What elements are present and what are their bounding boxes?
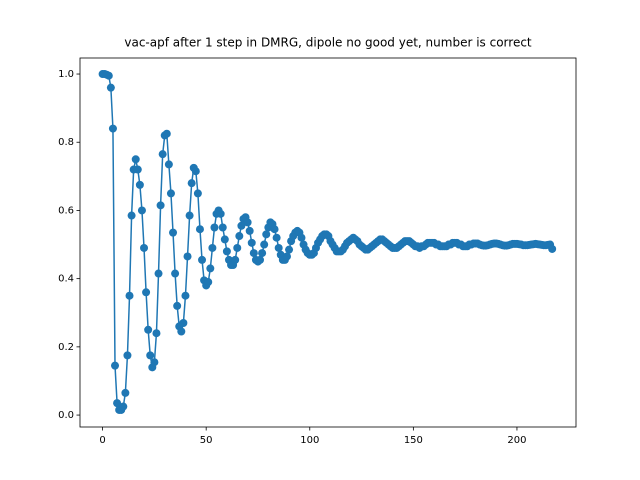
data-point	[548, 244, 557, 253]
data-point	[127, 211, 136, 220]
data-point	[220, 235, 229, 244]
data-point	[140, 243, 149, 252]
data-point	[135, 180, 144, 189]
x-tick-label: 0	[99, 435, 105, 446]
data-point	[133, 165, 142, 174]
data-point	[108, 124, 117, 133]
data-point	[119, 402, 128, 411]
data-point	[185, 211, 194, 220]
data-point	[204, 278, 213, 287]
x-tick-label: 150	[404, 435, 423, 446]
y-tick-label: 0.8	[58, 137, 74, 148]
data-point	[113, 399, 122, 408]
x-tick-label: 200	[507, 435, 526, 446]
data-point	[173, 301, 182, 310]
chart-title: vac-apf after 1 step in DMRG, dipole no …	[124, 36, 532, 50]
data-point	[125, 291, 134, 300]
data-point	[218, 223, 227, 232]
data-point	[256, 255, 265, 264]
data-point	[208, 243, 217, 252]
data-point	[243, 218, 252, 227]
y-tick-label: 0.0	[58, 410, 74, 421]
data-point	[158, 150, 167, 159]
data-point	[245, 226, 254, 235]
data-point	[179, 318, 188, 327]
data-point	[137, 206, 146, 215]
data-point	[237, 221, 246, 230]
x-tick-label: 50	[200, 435, 213, 446]
data-point	[104, 71, 113, 80]
data-point	[272, 233, 281, 242]
data-point	[177, 327, 186, 336]
data-point	[235, 232, 244, 241]
y-tick-label: 0.6	[58, 205, 74, 216]
data-point	[156, 201, 165, 210]
x-tick-label: 100	[300, 435, 319, 446]
data-point	[282, 252, 291, 261]
data-point	[195, 225, 204, 234]
data-point	[260, 240, 269, 249]
y-tick-label: 0.2	[58, 342, 74, 353]
axes-frame	[79, 57, 577, 428]
data-point	[262, 230, 271, 239]
data-point	[297, 233, 306, 242]
data-point	[216, 209, 225, 218]
data-point	[142, 288, 151, 297]
data-point	[206, 264, 215, 273]
data-point	[146, 351, 155, 360]
y-tick-label: 0.4	[58, 274, 74, 285]
data-point	[162, 129, 171, 138]
data-point	[183, 252, 192, 261]
data-point	[169, 228, 178, 237]
data-point	[154, 269, 163, 278]
data-point	[187, 179, 196, 188]
data-point	[198, 255, 207, 264]
y-tick-label: 1.0	[58, 69, 74, 80]
data-point	[164, 160, 173, 169]
data-point	[123, 351, 132, 360]
data-point	[285, 245, 294, 254]
data-point	[106, 83, 115, 92]
data-point	[233, 243, 242, 252]
data-point	[247, 238, 256, 247]
data-point	[150, 358, 159, 367]
data-point	[144, 325, 153, 334]
data-point	[166, 189, 175, 198]
data-point	[152, 329, 161, 338]
data-point	[191, 167, 200, 176]
data-point	[131, 155, 140, 164]
data-point	[171, 269, 180, 278]
data-point	[270, 225, 279, 234]
data-point	[249, 249, 258, 258]
data-point	[111, 361, 120, 370]
data-point	[274, 243, 283, 252]
data-point	[210, 223, 219, 232]
data-point	[193, 189, 202, 198]
data-point	[222, 247, 231, 256]
data-point	[231, 255, 240, 264]
data-point	[258, 249, 267, 258]
data-point	[181, 291, 190, 300]
data-point	[121, 388, 130, 397]
